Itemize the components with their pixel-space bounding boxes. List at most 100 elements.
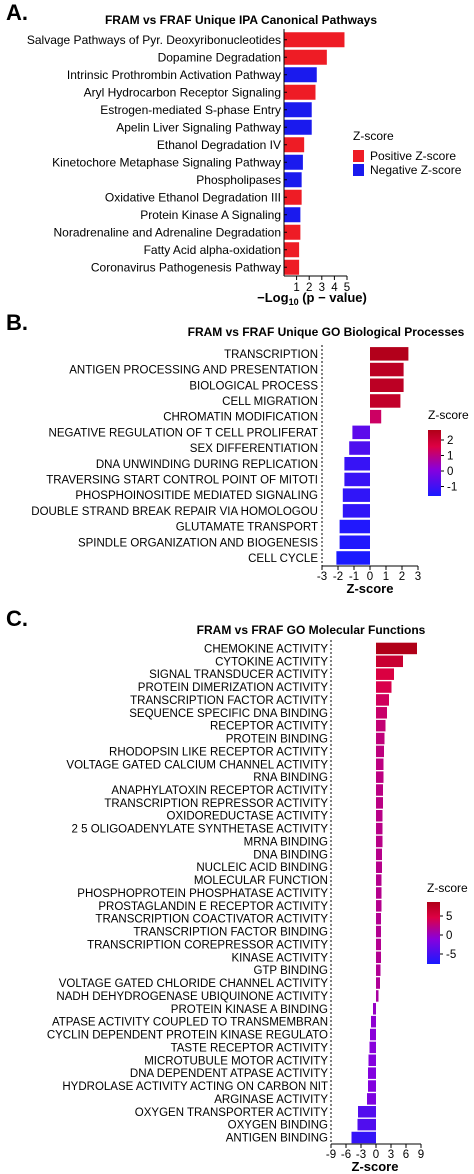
x-tick-label-a-4: 4 [331, 282, 338, 294]
bar-c-8 [376, 732, 385, 745]
panel-b-x-ticks: -3 -2 -1 0 1 2 3 [317, 566, 421, 583]
category-label-c-37: OXYGEN TRANSPORTER ACTIVITY [135, 1107, 329, 1119]
bar-c-38 [357, 1118, 376, 1131]
x-tick-label-a-1: 1 [293, 282, 299, 294]
x-tick-label-b-7: 3 [415, 571, 421, 583]
panel-b-colorbar-gradient [428, 430, 441, 496]
colorbar-tick-label-b-4: -1 [447, 482, 457, 494]
category-label-c-36: ARGINASE ACTIVITY [214, 1094, 328, 1106]
x-tick-label-c-7: 9 [418, 1149, 424, 1161]
bar-c-35 [368, 1080, 376, 1092]
x-tick-label-b-6: 2 [399, 571, 405, 583]
x-tick-label-b-4: 0 [367, 571, 373, 583]
bar-b-4 [370, 394, 401, 408]
category-label-c-17: DNA BINDING [253, 849, 328, 861]
bar-c-31 [370, 1028, 376, 1041]
category-label-b-1: TRANSCRIPTION [224, 349, 318, 361]
colorbar-tick-label-c-2: 0 [446, 930, 452, 942]
bar-a-1 [284, 32, 345, 48]
category-label-c-38: OXYGEN BINDING [228, 1120, 328, 1132]
category-label-c-20: PHOSPHOPROTEIN PHOSPHATASE ACTIVITY [77, 888, 328, 900]
bar-a-5 [284, 102, 312, 118]
x-tick-label-b-3: -1 [349, 571, 359, 583]
bar-a-3 [284, 67, 317, 83]
bar-b-5 [370, 409, 382, 424]
panel-c-bars [351, 642, 417, 1144]
bar-a-12 [284, 224, 301, 240]
panel-b-bars [336, 347, 409, 565]
category-label-b-5: CHROMATIN MODIFICATION [163, 412, 318, 424]
bar-c-36 [367, 1093, 376, 1105]
x-tick-label-c-6: 6 [403, 1149, 409, 1161]
bar-c-9 [376, 745, 384, 758]
x-tick-label-b-2: -2 [333, 571, 343, 583]
bar-c-33 [368, 1054, 376, 1067]
panel-c-x-label: Z-score [352, 1159, 399, 1174]
x-tick-label-b-5: 1 [383, 571, 389, 583]
bar-c-37 [358, 1106, 376, 1118]
category-label-c-32: TASTE RECEPTOR ACTIVITY [171, 1042, 329, 1054]
category-label-c-6: SEQUENCE SPECIFIC DNA BINDING [129, 708, 328, 720]
x-tick-label-c-4: 0 [373, 1149, 379, 1161]
bar-c-7 [376, 719, 386, 732]
category-label-c-21: PROSTAGLANDIN E RECEPTOR ACTIVITY [98, 901, 328, 913]
bar-c-12 [376, 784, 383, 796]
category-label-c-4: PROTEIN DIMERIZATION ACTIVITY [138, 682, 329, 694]
category-label-c-33: MICROTUBULE MOTOR ACTIVITY [144, 1055, 328, 1067]
bar-c-22 [376, 912, 381, 925]
bar-c-16 [376, 835, 383, 848]
category-label-c-34: DNA DEPENDENT ATPASE ACTIVITY [130, 1068, 328, 1080]
category-label-c-16: MRNA BINDING [244, 836, 328, 848]
bar-a-6 [284, 119, 312, 135]
category-label-c-1: CHEMOKINE ACTIVITY [204, 643, 328, 655]
bar-c-14 [376, 809, 383, 822]
bar-b-2 [370, 362, 404, 377]
bar-c-27 [376, 977, 380, 989]
bar-c-34 [368, 1067, 376, 1079]
category-label-c-30: ATPASE ACTIVITY COUPLED TO TRANSMEMBRAN [52, 1017, 328, 1029]
category-label-a-14: Coronavirus Pathogenesis Pathway [91, 260, 281, 274]
panel-b-category-labels: TRANSCRIPTION ANTIGEN PROCESSING AND PRES… [31, 349, 318, 565]
category-label-b-9: TRAVERSING START CONTROL POINT OF MITOTI [46, 474, 318, 486]
category-label-b-14: CELL CYCLE [248, 553, 318, 565]
bar-b-11 [342, 504, 370, 518]
bar-c-4 [376, 681, 392, 693]
legend-positive-label: Positive Z-score [370, 149, 456, 163]
category-label-c-25: KINASE ACTIVITY [232, 952, 329, 964]
category-label-c-31: CYCLIN DEPENDENT PROTEIN KINASE REGULATO [47, 1030, 328, 1042]
panel-c-title: FRAM vs FRAF GO Molecular Functions [197, 623, 426, 637]
bar-c-5 [376, 694, 389, 706]
category-label-a-7: Ethanol Degradation IV [157, 138, 281, 152]
bar-b-10 [342, 488, 370, 502]
panel-b-colorbar-ticks: 2 1 0 -1 [441, 435, 457, 494]
category-label-a-1: Salvage Pathways of Pyr. Deoxyribonucleo… [27, 33, 281, 47]
bar-b-14 [336, 551, 370, 565]
panel-c-x-ticks: -9 -6 -3 0 3 6 9 [326, 1144, 424, 1161]
bar-b-12 [339, 519, 370, 534]
category-label-c-12: ANAPHYLATOXIN RECEPTOR ACTIVITY [111, 785, 328, 797]
legend-negative-swatch [353, 164, 364, 176]
category-label-b-6: NEGATIVE REGULATION OF T CELL PROLIFERAT [49, 427, 318, 439]
panel-a-legend: Z-score Positive Z-score Negative Z-scor… [353, 129, 462, 177]
legend-positive-swatch [353, 150, 364, 162]
bar-c-11 [376, 771, 384, 783]
x-tick-label-a-5: 5 [344, 282, 350, 294]
panel-a-title: FRAM vs FRAF Unique IPA Canonical Pathwa… [105, 13, 377, 27]
colorbar-tick-label-b-3: 0 [447, 466, 453, 478]
category-label-c-11: RNA BINDING [253, 772, 328, 784]
panel-b-title: FRAM vs FRAF Unique GO Biological Proces… [188, 325, 465, 339]
category-label-a-12: Noradrenaline and Adrenaline Degradation [54, 225, 282, 239]
panel-a-x-label: −Log10 (p − value) [257, 290, 367, 307]
category-label-c-35: HYDROLASE ACTIVITY ACTING ON CARBON NIT [62, 1081, 328, 1093]
bar-a-8 [284, 154, 303, 170]
bar-c-25 [376, 951, 381, 964]
bar-a-11 [284, 207, 301, 223]
category-label-b-2: ANTIGEN PROCESSING AND PRESENTATION [69, 365, 318, 377]
bar-b-8 [344, 457, 370, 471]
bar-c-39 [351, 1131, 376, 1144]
category-label-a-9: Phospholipases [196, 173, 281, 187]
category-label-a-8: Kinetochore Metaphase Signaling Pathway [52, 155, 281, 169]
category-label-c-23: TRANSCRIPTION FACTOR BINDING [133, 927, 328, 939]
category-label-c-28: NADH DEHYDROGENASE UBIQUINONE ACTIVITY [56, 991, 328, 1003]
